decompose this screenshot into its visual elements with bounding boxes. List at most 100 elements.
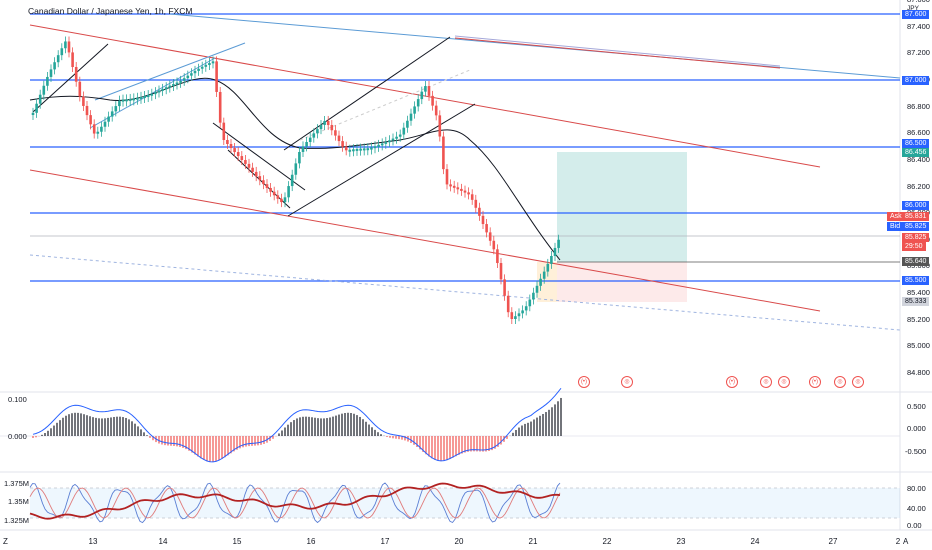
time-label: 20 (454, 537, 464, 546)
osc-right-tick: 0.000 (907, 424, 926, 433)
candle-body (53, 62, 56, 70)
candle-body (269, 188, 272, 192)
candle-body (301, 146, 305, 152)
candle-body (258, 176, 262, 181)
candle-body (172, 84, 175, 87)
level-tag: 86.500 (902, 139, 930, 148)
volume-line (29, 482, 561, 520)
time-label: 23 (676, 537, 686, 546)
candle-body (92, 124, 96, 134)
candle-body (85, 105, 89, 116)
ask-label: Ask (887, 212, 905, 221)
candle-body (366, 148, 370, 151)
candle-body (82, 96, 85, 106)
target-zone[interactable] (557, 152, 687, 262)
bid-label: Bid (887, 222, 904, 231)
candle-body (431, 95, 434, 106)
candle-body (402, 127, 406, 135)
bar-countdown: 29:50 (902, 242, 926, 251)
candle-body (355, 148, 359, 151)
stop-zone[interactable] (557, 262, 687, 302)
candle-body (114, 106, 118, 112)
vol-left-tick: 1.325M (4, 516, 30, 525)
auto-scale-button[interactable]: A (903, 537, 909, 546)
candle-body (56, 55, 60, 63)
trend-lines[interactable] (29, 13, 901, 331)
candle-body (200, 66, 204, 69)
candle-body (298, 151, 301, 164)
candle-body (150, 93, 154, 96)
candle-body (118, 100, 121, 107)
candle-body (67, 41, 71, 53)
time-label: 27 (828, 537, 838, 546)
candle-body (542, 271, 546, 279)
event-marker-icon[interactable]: ◎ (852, 376, 864, 388)
price-tick: 86.200 (907, 181, 930, 191)
candle-body (71, 52, 74, 68)
candle-body (348, 149, 352, 152)
candle-body (161, 88, 164, 91)
timezone-button[interactable]: Z (3, 537, 8, 546)
candle-body (532, 292, 535, 300)
level-tag: 85.333 (902, 297, 930, 306)
candle-body (449, 184, 452, 187)
candle-body (222, 122, 226, 140)
price-tick: 85.200 (907, 314, 930, 324)
candle-body (283, 197, 287, 203)
candle-body (550, 255, 553, 264)
event-marker-icon[interactable]: ◎ (834, 376, 846, 388)
event-marker-icon[interactable]: ◎ (621, 376, 633, 388)
candle-body (337, 135, 341, 142)
stochastic-band (30, 488, 900, 518)
event-marker-icon[interactable]: ◎ (760, 376, 772, 388)
horizontal-levels[interactable] (30, 13, 900, 282)
candle-body (514, 316, 517, 320)
candle-body (528, 299, 532, 307)
event-marker-icon[interactable]: (•) (578, 376, 590, 388)
candle-body (125, 99, 128, 102)
price-tick: 85.400 (907, 288, 930, 298)
symbol-title[interactable]: Canadian Dollar / Japanese Yen, 1h, FXCM (28, 6, 193, 16)
candle-body (326, 120, 330, 126)
candle-body (287, 186, 290, 198)
candle-body (229, 144, 233, 149)
candle-body (265, 184, 269, 189)
time-label: 22 (602, 537, 612, 546)
candle-body (110, 111, 114, 117)
candle-body (438, 115, 442, 137)
candle-body (341, 141, 344, 147)
candle-body (384, 141, 388, 144)
price-tick: 85.000 (907, 341, 930, 351)
candle-body (496, 249, 499, 264)
moving-average-line (29, 77, 561, 261)
event-marker-icon[interactable]: (•) (809, 376, 821, 388)
candle-body (456, 187, 460, 190)
event-marker-icon[interactable]: ◎ (778, 376, 790, 388)
candle-body (474, 199, 478, 208)
candle-body (524, 306, 528, 311)
time-label: 14 (158, 537, 168, 546)
candle-body (503, 279, 506, 296)
candle-body (132, 98, 136, 101)
level-tag: 86.456 (902, 148, 930, 157)
candle-body (290, 174, 294, 187)
candle-body (146, 95, 150, 98)
candle-body (470, 194, 474, 200)
osc-right-tick: -0.500 (905, 447, 927, 456)
candle-body (316, 129, 319, 134)
candle-body (510, 312, 514, 320)
candle-body (294, 163, 298, 175)
level-tag: 87.600 (902, 10, 930, 19)
candle-body (251, 167, 254, 172)
osc-left-tick: 0.000 (8, 432, 27, 441)
event-marker-icon[interactable]: (•) (726, 376, 738, 388)
last-price: 85.825 (902, 233, 930, 242)
candle-body (64, 41, 67, 49)
oscillator-histogram (32, 397, 562, 462)
candle-body (485, 224, 488, 233)
candle-body (395, 136, 398, 139)
candle-body (226, 139, 229, 145)
vol-left-tick: 1.375M (4, 479, 30, 488)
candle-body (107, 116, 110, 122)
